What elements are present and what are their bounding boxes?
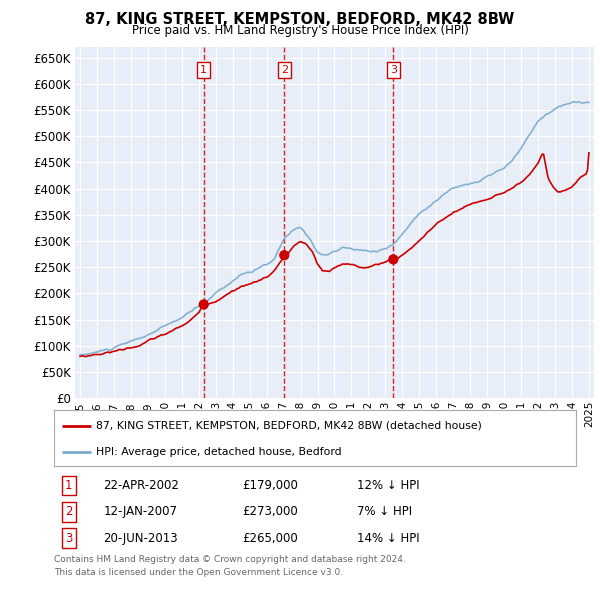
Text: 87, KING STREET, KEMPSTON, BEDFORD, MK42 8BW (detached house): 87, KING STREET, KEMPSTON, BEDFORD, MK42… (96, 421, 482, 431)
Text: This data is licensed under the Open Government Licence v3.0.: This data is licensed under the Open Gov… (54, 568, 343, 576)
Text: 7% ↓ HPI: 7% ↓ HPI (357, 505, 412, 519)
Point (389, 255, 398, 264)
Text: 12% ↓ HPI: 12% ↓ HPI (357, 479, 419, 492)
Text: Contains HM Land Registry data © Crown copyright and database right 2024.: Contains HM Land Registry data © Crown c… (54, 555, 406, 563)
Text: 2: 2 (281, 65, 288, 75)
Text: £273,000: £273,000 (242, 505, 298, 519)
Point (280, 251, 289, 260)
Text: £179,000: £179,000 (242, 479, 298, 492)
Point (199, 300, 209, 309)
Text: 2: 2 (65, 505, 73, 519)
Text: 22-APR-2002: 22-APR-2002 (104, 479, 179, 492)
Text: 3: 3 (390, 65, 397, 75)
Text: 20-JUN-2013: 20-JUN-2013 (104, 532, 178, 545)
Text: 1: 1 (200, 65, 207, 75)
Text: 3: 3 (65, 532, 73, 545)
Text: 1: 1 (65, 479, 73, 492)
Text: 87, KING STREET, KEMPSTON, BEDFORD, MK42 8BW: 87, KING STREET, KEMPSTON, BEDFORD, MK42… (85, 12, 515, 27)
Text: Price paid vs. HM Land Registry's House Price Index (HPI): Price paid vs. HM Land Registry's House … (131, 24, 469, 37)
Text: £265,000: £265,000 (242, 532, 298, 545)
Text: HPI: Average price, detached house, Bedford: HPI: Average price, detached house, Bedf… (96, 447, 341, 457)
Text: 14% ↓ HPI: 14% ↓ HPI (357, 532, 419, 545)
Text: 12-JAN-2007: 12-JAN-2007 (104, 505, 178, 519)
